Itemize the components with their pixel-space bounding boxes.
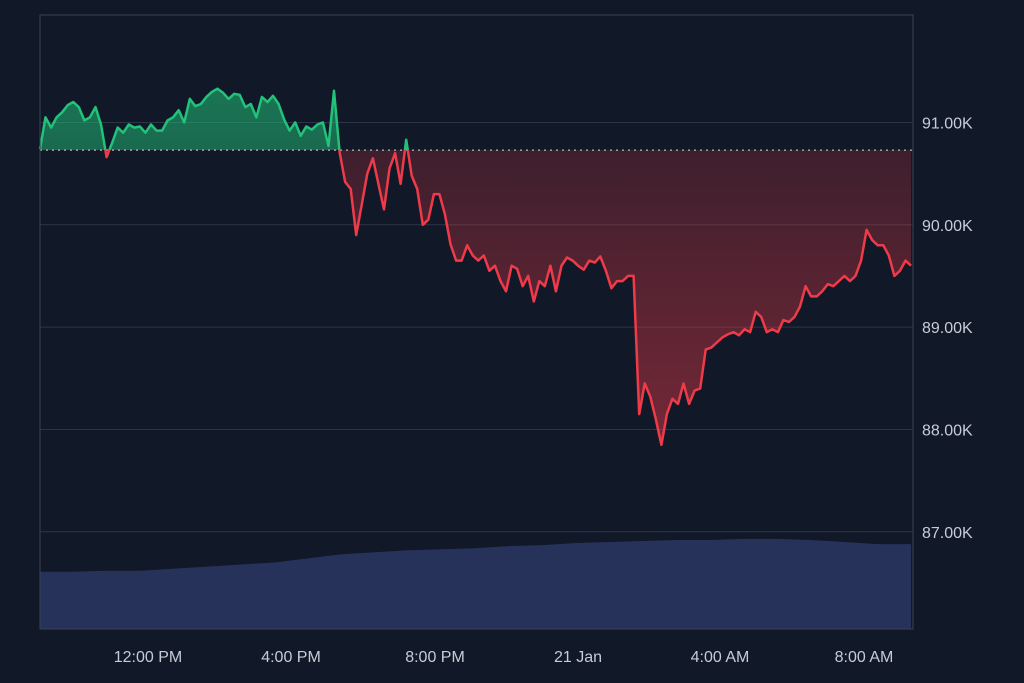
volume-area xyxy=(40,538,911,629)
y-tick-label: 87.00K xyxy=(922,525,973,542)
price-line xyxy=(38,87,912,447)
price-line-up xyxy=(38,87,410,151)
down-area-fill xyxy=(40,150,911,445)
x-tick-label: 8:00 AM xyxy=(835,649,894,666)
plot-frame xyxy=(39,14,914,630)
volume-fill xyxy=(40,538,911,629)
x-tick-label: 4:00 AM xyxy=(691,649,750,666)
y-tick-label: 88.00K xyxy=(922,422,973,439)
x-tick-label: 12:00 PM xyxy=(114,649,182,666)
x-tick-label: 4:00 PM xyxy=(261,649,321,666)
x-tick-label: 21 Jan xyxy=(554,649,602,666)
y-axis-ticks: 87.00K 88.00K 89.00K 90.00K 91.00K xyxy=(922,115,973,541)
y-tick-label: 91.00K xyxy=(922,115,973,132)
price-fill-area xyxy=(40,88,911,445)
x-tick-label: 8:00 PM xyxy=(405,649,465,666)
price-line-down xyxy=(104,150,912,447)
up-area-fill xyxy=(40,88,408,151)
x-axis-ticks: 12:00 PM 4:00 PM 8:00 PM 21 Jan 4:00 AM 8:00 … xyxy=(114,649,894,666)
y-tick-label: 89.00K xyxy=(922,320,973,337)
y-tick-label: 90.00K xyxy=(922,218,973,235)
